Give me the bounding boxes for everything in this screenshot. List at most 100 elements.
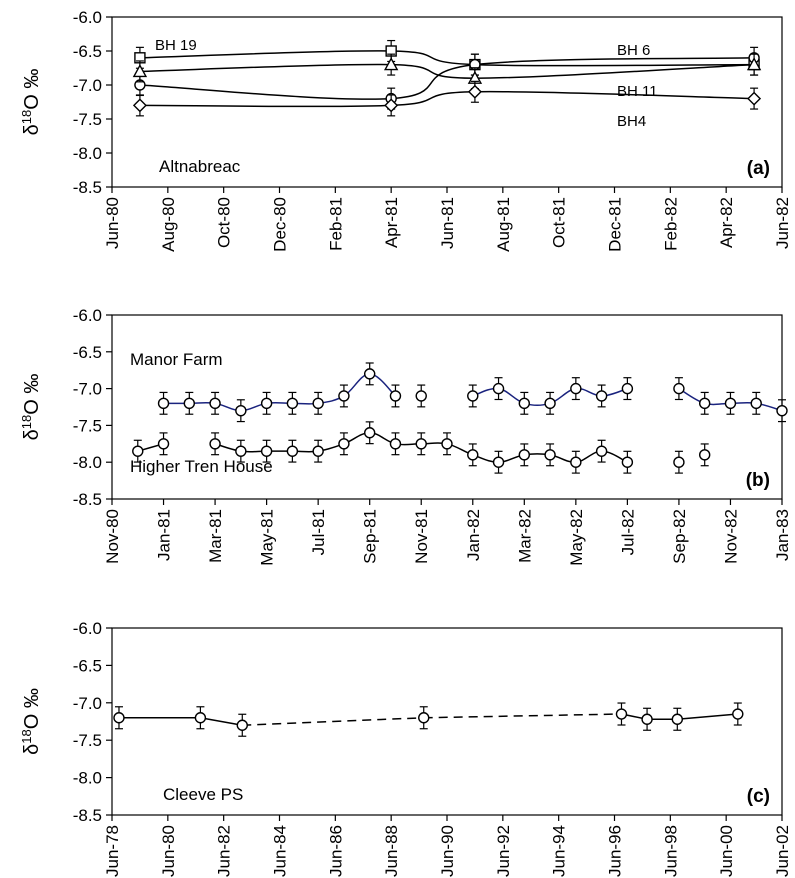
- x-tick-label: Nov-80: [103, 509, 122, 564]
- data-point: [338, 438, 350, 450]
- x-tick-label: Aug-80: [159, 197, 178, 252]
- x-tick-label: May-81: [258, 509, 277, 566]
- series-line: [200, 717, 243, 726]
- data-point: [595, 445, 608, 457]
- y-tick-label: -6.5: [73, 656, 102, 675]
- data-point: [641, 713, 653, 725]
- data-point: [698, 449, 711, 461]
- y-tick-label: -8.0: [73, 144, 102, 163]
- data-point: [415, 438, 427, 450]
- panel-label: (a): [747, 158, 770, 179]
- x-tick-label: Jun-82: [773, 197, 792, 249]
- data-point: [389, 390, 402, 402]
- data-point: [194, 712, 207, 724]
- x-tick-label: Jun-92: [494, 825, 513, 877]
- x-tick-label: Mar-81: [206, 509, 225, 563]
- data-point: [595, 390, 608, 402]
- data-point: [236, 719, 248, 731]
- series-line: [139, 63, 755, 79]
- data-point: [615, 708, 628, 720]
- data-point: [467, 390, 479, 402]
- x-tick-label: Jun-98: [661, 825, 680, 877]
- y-tick-label: -8.5: [73, 490, 102, 509]
- series-label: BH 6: [617, 42, 650, 59]
- y-tick-label: -6.0: [73, 619, 102, 638]
- data-point: [441, 438, 453, 450]
- panel-label: (b): [746, 470, 770, 491]
- x-tick-label: Jan-83: [773, 509, 792, 561]
- series-bh-6: [134, 46, 760, 110]
- data-point: [570, 456, 582, 468]
- data-point: [724, 397, 737, 410]
- x-tick-label: Jun-96: [606, 825, 625, 877]
- series-line: [677, 713, 738, 721]
- x-tick-label: Jun-78: [103, 825, 122, 877]
- y-tick-label: -8.5: [73, 178, 102, 197]
- x-tick-label: Nov-81: [412, 509, 431, 564]
- data-point: [113, 712, 125, 724]
- y-axis-label: δ18O ‰: [19, 69, 43, 136]
- series-bh4: [132, 80, 762, 117]
- x-tick-label: Sep-81: [361, 509, 380, 564]
- data-point: [132, 445, 144, 457]
- y-tick-label: -7.0: [73, 380, 102, 399]
- series-label: BH 19: [155, 37, 197, 54]
- data-point: [260, 445, 273, 457]
- data-point: [747, 91, 762, 106]
- x-tick-label: Jun-82: [215, 825, 234, 877]
- data-point: [235, 445, 247, 457]
- data-point: [621, 456, 634, 468]
- series-line: [139, 50, 755, 67]
- data-point: [698, 397, 711, 410]
- x-tick-label: Jun-86: [326, 825, 345, 877]
- data-point: [518, 449, 531, 461]
- series-0: [113, 702, 744, 737]
- series-line: [139, 90, 755, 108]
- x-tick-label: Jun-80: [159, 825, 178, 877]
- x-tick-label: Nov-82: [721, 509, 740, 564]
- data-point: [750, 397, 762, 410]
- data-point: [544, 397, 556, 410]
- x-tick-label: Dec-80: [271, 197, 290, 252]
- x-tick-label: Mar-82: [515, 509, 534, 563]
- data-point: [570, 382, 582, 395]
- data-point: [286, 445, 299, 457]
- data-point: [544, 449, 556, 461]
- data-point: [363, 368, 376, 380]
- data-point: [776, 404, 788, 417]
- x-tick-label: Apr-81: [382, 197, 401, 248]
- series-line: [423, 713, 622, 719]
- x-tick-label: Oct-80: [215, 197, 234, 248]
- x-tick-label: Jun-88: [382, 825, 401, 877]
- data-point: [492, 382, 505, 395]
- y-tick-label: -6.0: [73, 306, 102, 325]
- site-label: Cleeve PS: [163, 785, 243, 804]
- data-point: [389, 438, 402, 450]
- site-label: Altnabreac: [159, 157, 241, 176]
- y-tick-label: -7.0: [73, 76, 102, 95]
- data-point: [209, 397, 221, 410]
- series-label: BH4: [617, 113, 646, 130]
- series-label: BH 11: [617, 83, 658, 100]
- data-point: [286, 397, 299, 410]
- data-point: [383, 57, 399, 71]
- y-tick-label: -7.5: [73, 416, 102, 435]
- data-point: [183, 397, 196, 410]
- data-point: [673, 382, 685, 395]
- series-higher-tren-house: [132, 421, 711, 474]
- data-point: [235, 404, 247, 417]
- y-tick-label: -7.5: [73, 731, 102, 750]
- data-point: [621, 382, 634, 395]
- y-tick-label: -7.5: [73, 110, 102, 129]
- x-tick-label: Apr-82: [717, 197, 736, 248]
- data-point: [518, 397, 531, 410]
- x-tick-label: Jun-84: [271, 825, 290, 877]
- data-point: [157, 438, 170, 450]
- data-point: [418, 712, 430, 724]
- data-point: [467, 84, 482, 99]
- data-point: [132, 98, 147, 113]
- series-line: [163, 373, 396, 412]
- data-point: [312, 445, 324, 457]
